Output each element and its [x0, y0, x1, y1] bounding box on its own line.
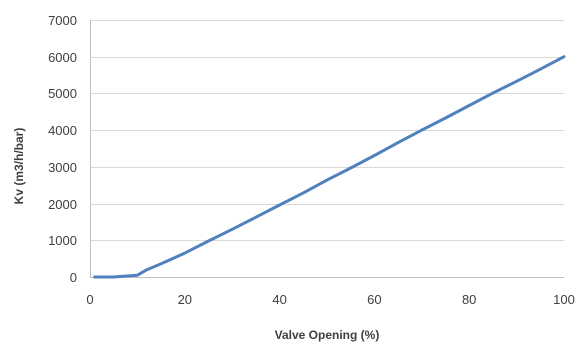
x-tick-label-100: 100 [553, 292, 575, 307]
y-tick-label-5000: 5000 [48, 86, 77, 101]
y-tick-label-4000: 4000 [48, 123, 77, 138]
y-axis-title: Kv (m3/h/bar) [12, 128, 26, 205]
y-tick-label-7000: 7000 [48, 13, 77, 28]
y-tick-label-1000: 1000 [48, 233, 77, 248]
x-tick-label-80: 80 [462, 292, 476, 307]
x-tick-label-40: 40 [272, 292, 286, 307]
x-tick-label-20: 20 [178, 292, 192, 307]
y-tick-labels: 0 1000 2000 3000 4000 5000 6000 7000 [48, 13, 77, 285]
series [93, 55, 566, 279]
y-tick-label-6000: 6000 [48, 50, 77, 65]
y-tick-label-3000: 3000 [48, 160, 77, 175]
y-tick-label-0: 0 [70, 270, 77, 285]
y-tick-label-2000: 2000 [48, 197, 77, 212]
gridlines [90, 20, 564, 241]
x-tick-labels: 0 20 40 60 80 100 [86, 292, 574, 307]
axes [90, 20, 564, 278]
x-tick-label-60: 60 [367, 292, 381, 307]
series-line-1 [93, 55, 566, 279]
x-tick-label-0: 0 [86, 292, 93, 307]
x-axis-title: Valve Opening (%) [275, 328, 380, 342]
